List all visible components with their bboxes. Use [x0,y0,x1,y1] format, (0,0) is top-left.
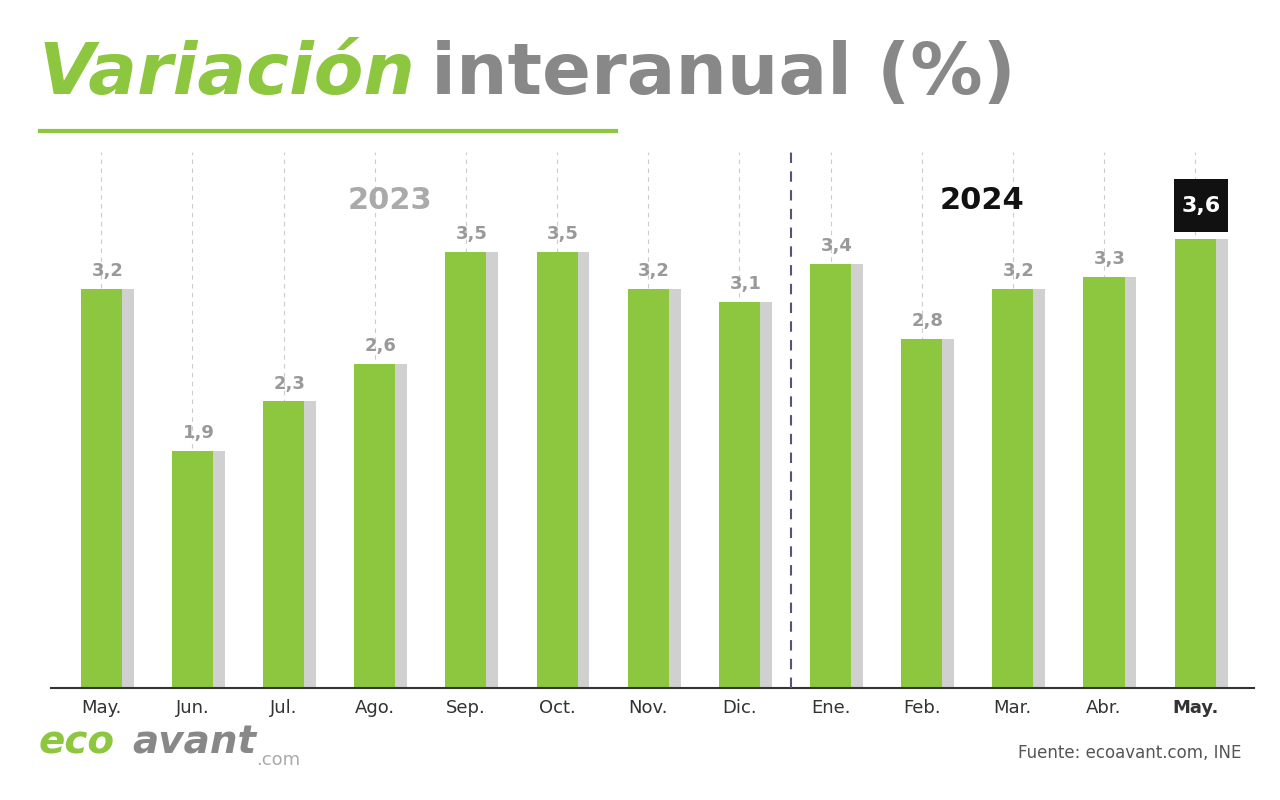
Bar [264,402,305,688]
Bar [355,364,396,688]
Bar [172,451,212,688]
Text: Fuente: ecoavant.com, INE: Fuente: ecoavant.com, INE [1018,744,1242,762]
Text: 2,3: 2,3 [274,374,306,393]
Text: 3,2: 3,2 [639,262,671,280]
Bar [1096,277,1137,688]
FancyBboxPatch shape [1174,179,1229,232]
Bar [640,289,681,688]
Text: eco: eco [38,724,114,762]
Text: 3,2: 3,2 [91,262,123,280]
Bar [81,289,122,688]
Bar [536,252,577,688]
Bar [913,339,954,688]
Bar [822,264,863,688]
Text: 2024: 2024 [940,186,1025,214]
Text: 3,6: 3,6 [1181,196,1221,215]
Bar [719,302,760,688]
Bar [92,289,133,688]
Bar [731,302,772,688]
Text: 3,3: 3,3 [1094,250,1126,268]
Bar [901,339,942,688]
Text: 3,1: 3,1 [730,275,762,293]
Text: .com: .com [256,751,300,770]
Bar [184,451,225,688]
Text: 2,8: 2,8 [911,312,943,330]
Text: interanual (%): interanual (%) [406,40,1015,109]
Bar [1175,239,1216,688]
Bar [1005,289,1046,688]
Text: 3,2: 3,2 [1002,262,1034,280]
Text: 3,4: 3,4 [820,238,852,255]
Bar [366,364,407,688]
Bar [810,264,851,688]
Text: 1,9: 1,9 [183,425,214,442]
Bar [548,252,590,688]
Bar [1187,239,1228,688]
Bar [445,252,486,688]
Text: avant: avant [132,724,256,762]
Bar [1083,277,1125,688]
Text: 3,5: 3,5 [456,225,488,243]
Bar [275,402,316,688]
Bar [992,289,1033,688]
Bar [627,289,668,688]
Text: Variación: Variación [38,40,415,109]
Text: 2,6: 2,6 [365,337,397,355]
Text: 3,5: 3,5 [547,225,579,243]
Text: 2023: 2023 [347,186,433,214]
Bar [457,252,498,688]
